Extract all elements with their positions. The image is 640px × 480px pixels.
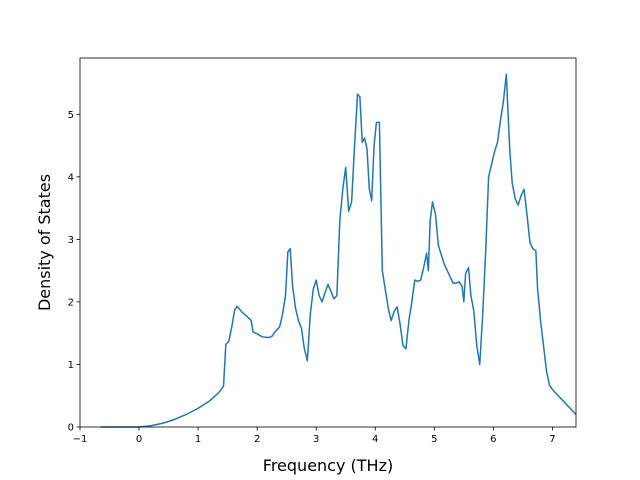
plot-frame: [79, 57, 577, 428]
x-tick-label: 0: [136, 434, 142, 445]
x-tick-label: 2: [254, 434, 260, 445]
y-axis-label: Density of States: [35, 174, 54, 311]
y-tick-label: 4: [68, 172, 74, 183]
y-tick-label: 3: [68, 235, 74, 246]
x-tick-label: −1: [73, 434, 88, 445]
x-axis-label: Frequency (THz): [263, 456, 393, 475]
x-tick-label: 6: [490, 434, 496, 445]
y-tick-label: 5: [68, 110, 74, 121]
x-tick-label: 1: [195, 434, 201, 445]
y-tick-label: 1: [68, 360, 74, 371]
x-tick-label: 7: [549, 434, 555, 445]
x-tick-label: 3: [313, 434, 319, 445]
y-tick-label: 0: [68, 423, 74, 434]
y-tick-label: 2: [68, 297, 74, 308]
series-line-dos: [100, 73, 577, 428]
x-tick-label: 5: [431, 434, 437, 445]
x-tick-label: 4: [372, 434, 378, 445]
